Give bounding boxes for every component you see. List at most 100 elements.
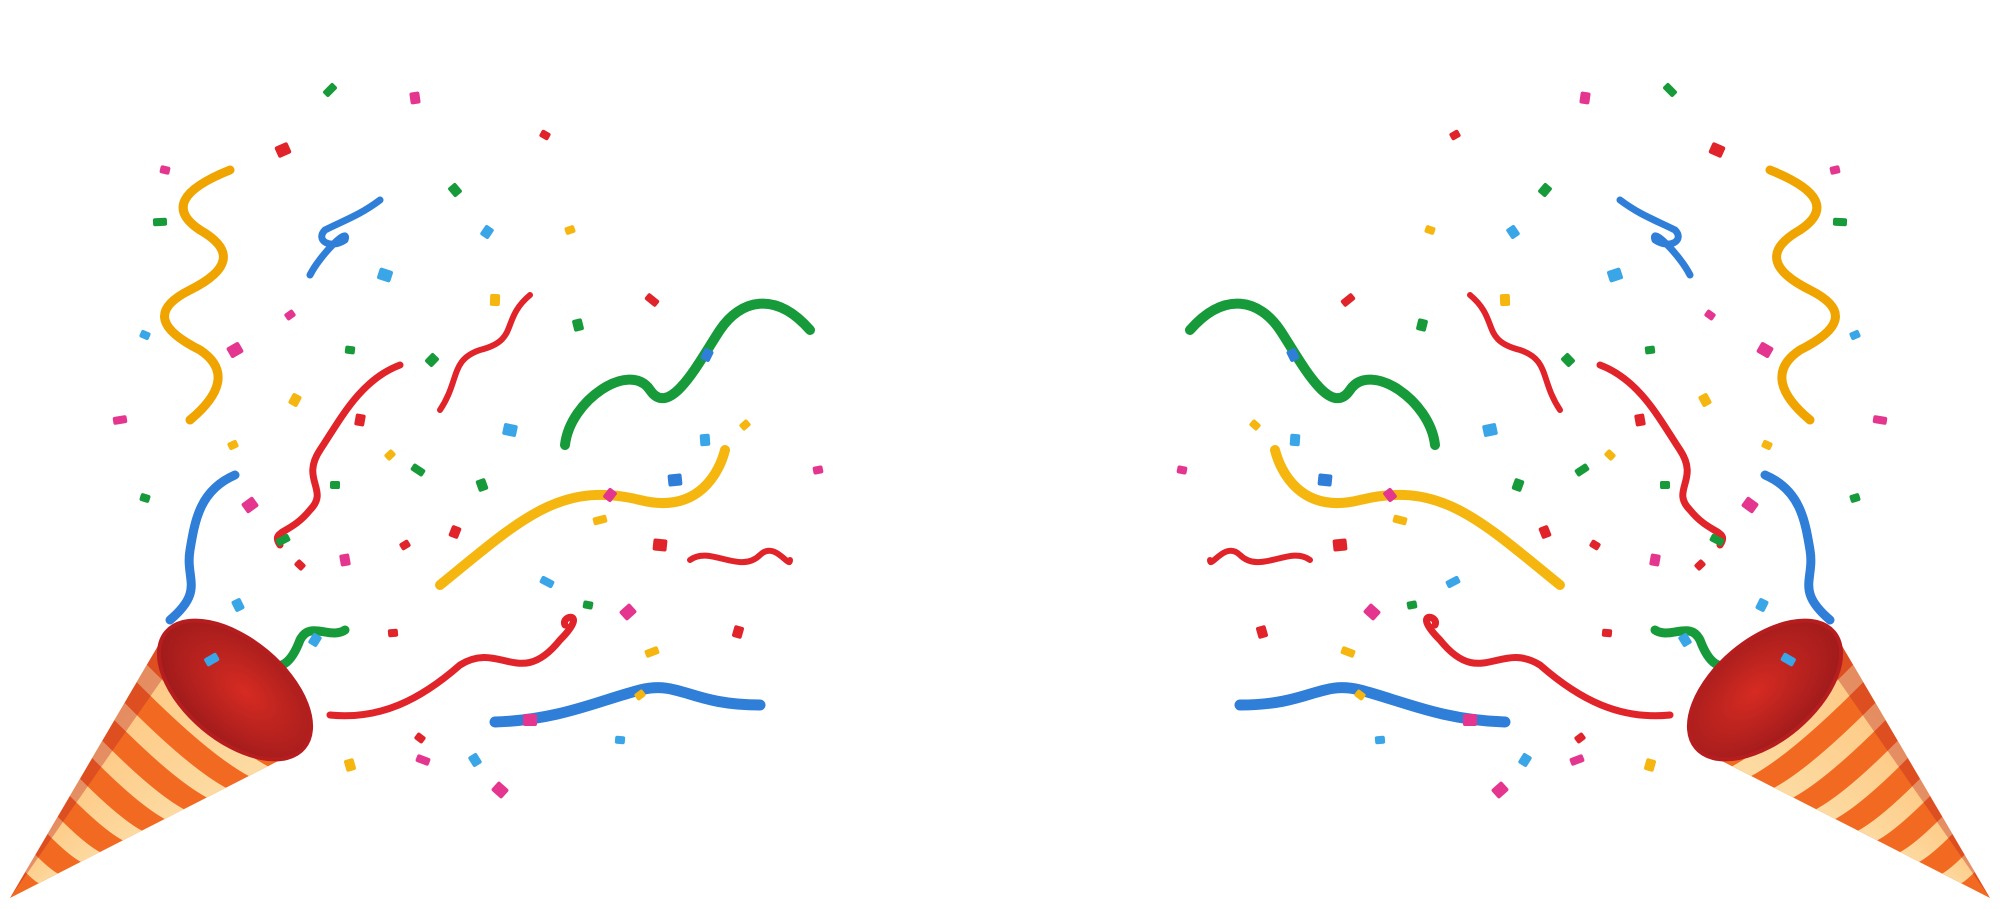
streamer-yellow-swoosh — [435, 445, 730, 590]
cone-stripe — [114, 702, 226, 798]
cone-stripe — [1858, 778, 1931, 841]
confetti-piece — [1506, 225, 1520, 239]
confetti-piece — [1561, 353, 1575, 367]
streamer-blue-bottom — [1234, 682, 1511, 728]
streamer-red-long — [1596, 361, 1727, 549]
confetti-piece — [227, 439, 239, 451]
confetti-piece — [414, 732, 426, 744]
confetti-piece — [699, 433, 711, 447]
popper-cone — [10, 618, 314, 898]
streamer-gold-spiral — [160, 165, 235, 425]
confetti-piece — [377, 267, 393, 283]
confetti-piece — [1340, 293, 1356, 307]
confetti-piece — [139, 493, 151, 503]
confetti-piece — [1649, 553, 1661, 567]
confetti-piece — [323, 83, 337, 97]
streamer-red-short — [1467, 292, 1563, 413]
confetti-piece — [564, 225, 576, 235]
confetti-piece — [491, 781, 509, 799]
confetti-piece — [502, 423, 518, 437]
confetti-piece — [700, 348, 714, 362]
confetti-piece — [1340, 646, 1356, 658]
cone-shading — [10, 632, 189, 898]
streamer-red-short — [437, 292, 533, 413]
confetti-piece — [409, 91, 421, 105]
confetti-piece — [1761, 439, 1773, 451]
confetti-piece — [226, 342, 244, 358]
confetti-piece — [1579, 91, 1591, 105]
confetti-piece — [614, 735, 626, 745]
streamer-red-bottom — [326, 613, 577, 720]
confetti-piece — [1698, 393, 1712, 407]
confetti-piece — [152, 217, 168, 227]
confetti-piece — [415, 754, 431, 766]
confetti-piece — [1694, 559, 1706, 571]
cone-stripe — [92, 740, 184, 819]
confetti-piece — [523, 714, 537, 726]
streamer-yellow-swoosh — [1270, 445, 1565, 590]
confetti-piece — [1755, 598, 1769, 612]
confetti-piece — [1607, 267, 1623, 283]
confetti-piece — [1756, 342, 1774, 358]
confetti-piece — [1256, 625, 1268, 639]
streamer-green-wave — [560, 298, 815, 450]
cone-mouth — [158, 620, 312, 760]
confetti-piece — [1849, 329, 1861, 341]
confetti-piece — [1569, 754, 1585, 766]
confetti-piece — [425, 353, 439, 367]
confetti-piece — [667, 473, 683, 487]
confetti-piece — [1678, 633, 1692, 647]
cone-stripe — [1774, 702, 1886, 798]
confetti-piece — [572, 318, 584, 332]
confetti-piece — [204, 652, 220, 667]
streamer-green-wave — [1185, 298, 1440, 450]
confetti-piece — [139, 329, 151, 341]
cone-stripe — [1900, 816, 1953, 862]
confetti-piece — [1589, 539, 1601, 551]
confetti-piece — [1449, 129, 1461, 141]
confetti-piece — [354, 413, 366, 427]
confetti-piece — [732, 625, 744, 639]
confetti-piece — [1708, 142, 1726, 158]
confetti-piece — [1644, 758, 1656, 772]
cone-rim — [156, 618, 314, 762]
confetti-piece — [1849, 493, 1861, 503]
streamer-red-loops — [1207, 547, 1313, 566]
confetti-piece — [1332, 538, 1348, 552]
streamer-red-bottom — [1423, 613, 1674, 720]
confetti-piece — [539, 575, 555, 589]
streamer-red-loops — [687, 547, 793, 566]
confetti-piece — [294, 559, 306, 571]
confetti-piece — [644, 646, 660, 658]
confetti-piece — [1872, 415, 1888, 425]
cone-stripe — [1816, 740, 1908, 819]
confetti-piece — [1709, 533, 1725, 547]
confetti-piece — [739, 419, 751, 431]
confetti-piece — [387, 628, 399, 638]
confetti-piece — [619, 603, 637, 621]
cone-stripe — [25, 854, 58, 884]
confetti-piece — [1511, 478, 1525, 492]
confetti-piece — [159, 165, 171, 175]
cone-mouth — [1688, 620, 1842, 760]
streamer-blue-from-cone — [165, 470, 240, 625]
confetti-piece — [1249, 419, 1261, 431]
confetti-piece — [112, 415, 128, 425]
confetti-piece — [1704, 309, 1716, 321]
party-popper-right — [1176, 83, 1990, 898]
streamer-blue-curl — [306, 196, 384, 279]
confetti-piece — [1538, 525, 1552, 539]
confetti-piece — [652, 538, 668, 552]
confetti-piece — [1424, 225, 1436, 235]
confetti-piece — [344, 758, 356, 772]
cone-body — [1696, 632, 1990, 898]
confetti-piece — [1518, 753, 1532, 767]
confetti-piece — [241, 496, 259, 514]
confetti-piece — [410, 463, 426, 477]
confetti-piece — [448, 183, 462, 197]
streamer-blue-bottom — [489, 682, 766, 728]
confetti-piece — [489, 293, 501, 307]
confetti-piece — [1499, 293, 1511, 307]
party-popper-left — [10, 83, 824, 898]
